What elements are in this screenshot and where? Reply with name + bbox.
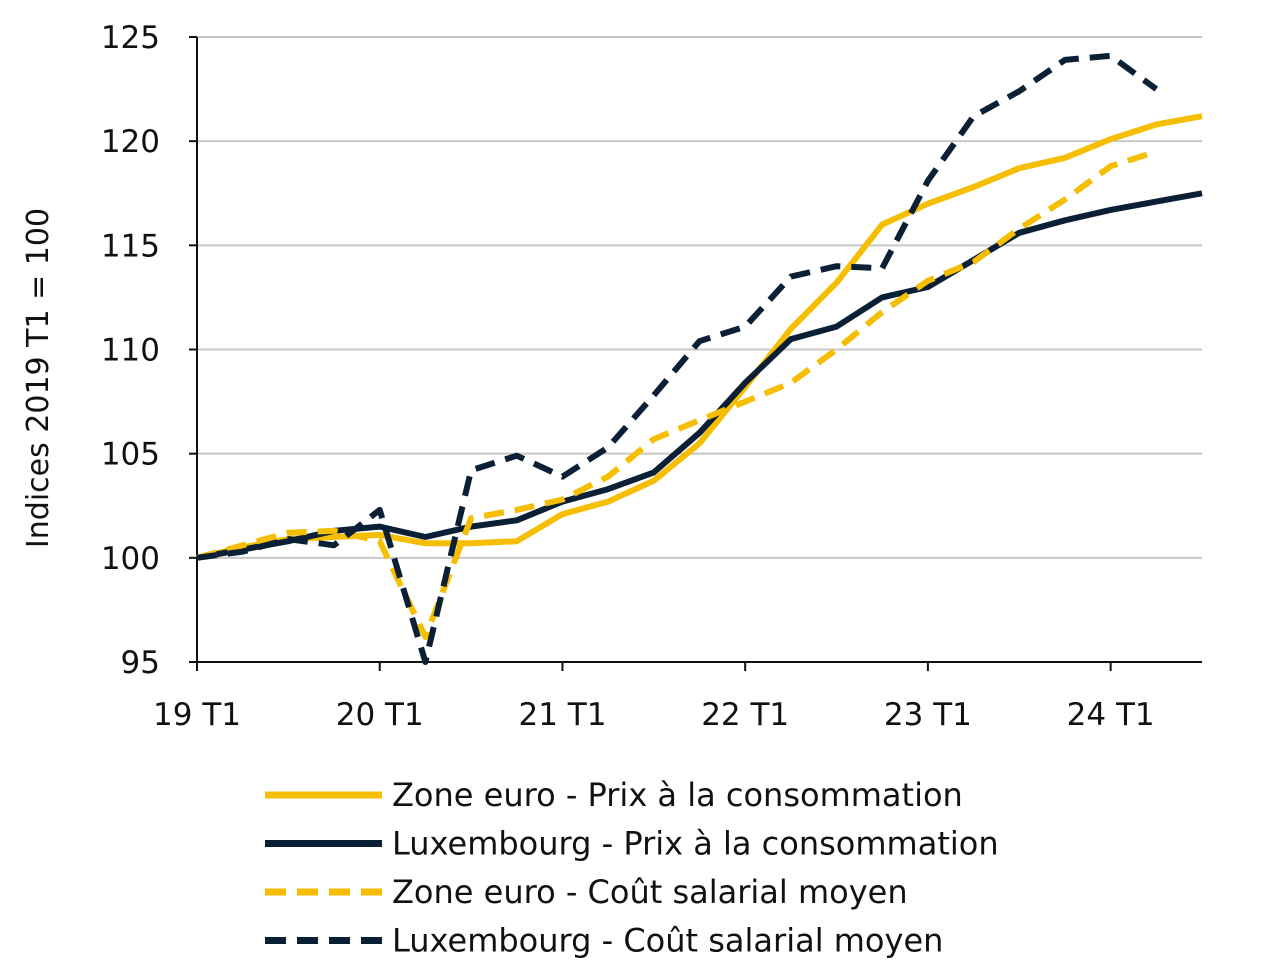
series-lines [196, 52, 1203, 665]
x-tick-label: 23 T1 [884, 697, 972, 733]
y-tick-label: 100 [101, 541, 160, 577]
y-tick-label: 110 [101, 333, 160, 369]
legend-label-3: Zone euro - Coût salarial moyen [392, 873, 908, 911]
legend: Zone euro - Prix à la consommation Luxemb… [265, 776, 999, 960]
x-tick-label: 22 T1 [701, 697, 789, 733]
y-tick-label: 105 [101, 437, 160, 473]
axes [189, 36, 1202, 671]
legend-label-1: Zone euro - Prix à la consommation [392, 776, 963, 814]
legend-label-2: Luxembourg - Prix à la consommation [392, 825, 999, 863]
x-tick-label: 19 T1 [153, 697, 241, 733]
y-axis-title: Indices 2019 T1 = 100 [21, 208, 56, 548]
legend-label-4: Luxembourg - Coût salarial moyen [392, 922, 943, 960]
x-tick-label: 24 T1 [1067, 697, 1155, 733]
series-line-1 [196, 113, 1203, 561]
series-line-4 [196, 52, 1159, 665]
series-line-3 [196, 148, 1158, 640]
gridlines [197, 36, 1202, 559]
x-tick-label: 21 T1 [518, 697, 606, 733]
y-tick-label: 125 [101, 20, 160, 56]
series-line-2 [196, 190, 1203, 561]
y-tick-label: 115 [101, 228, 160, 264]
x-tick-label: 20 T1 [336, 697, 424, 733]
y-tick-label: 95 [121, 645, 160, 681]
tick-labels: 95 100 105 110 115 120 125 19 T1 20 T1 21 T1 22 T1… [101, 20, 1155, 733]
y-tick-label: 120 [101, 124, 160, 160]
